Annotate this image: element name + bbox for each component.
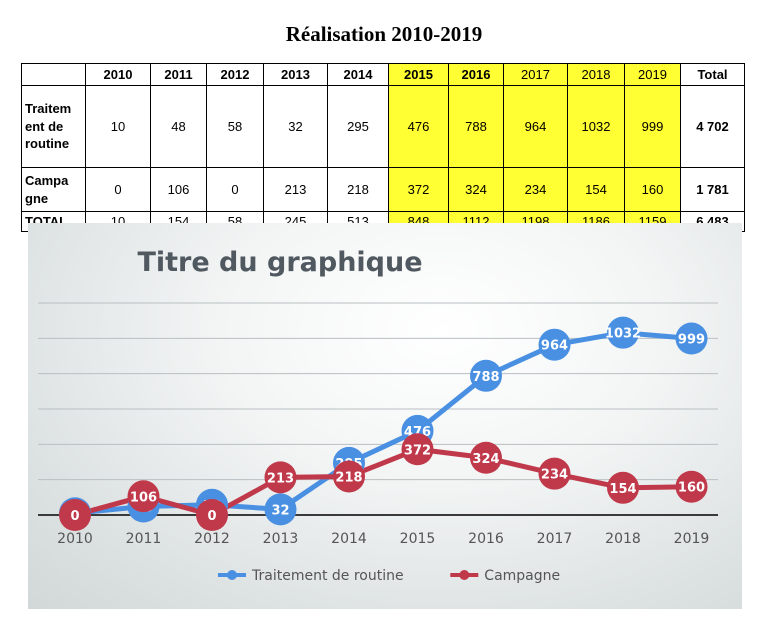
series-lines bbox=[74, 330, 692, 518]
table-row: Traitem ent de routine 10 48 58 32 295 4… bbox=[21, 85, 745, 168]
data-label: 372 bbox=[404, 443, 431, 458]
x-tick-label: 2013 bbox=[263, 531, 299, 547]
data-label: 1032 bbox=[605, 327, 641, 342]
data-label: 0 bbox=[70, 509, 79, 524]
document-title: Réalisation 2010-2019 bbox=[285, 22, 483, 46]
table-cell: 324 bbox=[448, 167, 504, 212]
table-cell: 32 bbox=[263, 85, 328, 168]
data-label: 106 bbox=[130, 490, 157, 505]
legend-label: Campagne bbox=[484, 568, 560, 584]
chart-title: Titre du graphique bbox=[137, 247, 422, 278]
realisation-table: 2010 2011 2012 2013 2014 2015 2016 2017 … bbox=[21, 63, 745, 232]
data-point bbox=[470, 441, 502, 474]
table-cell: 372 bbox=[388, 167, 449, 212]
data-label: 218 bbox=[335, 470, 362, 485]
table-cell: 788 bbox=[448, 85, 504, 168]
table-cell: 999 bbox=[624, 85, 681, 168]
x-tick-label: 2017 bbox=[537, 531, 573, 547]
table-cell: 0 bbox=[85, 167, 151, 212]
data-point bbox=[401, 433, 434, 466]
table-cell: 106 bbox=[150, 167, 207, 212]
table-cell: 10 bbox=[85, 85, 151, 168]
x-tick-label: 2012 bbox=[194, 531, 230, 547]
header-cell: 2014 bbox=[327, 63, 389, 86]
table-cell: 160 bbox=[624, 167, 681, 212]
legend-marker bbox=[227, 570, 237, 580]
table-cell: 58 bbox=[206, 85, 264, 168]
data-point bbox=[264, 493, 297, 526]
series-line bbox=[74, 446, 692, 518]
legend-label: Traitement de routine bbox=[251, 568, 404, 584]
data-label: 999 bbox=[678, 333, 705, 348]
data-label: 213 bbox=[267, 471, 294, 486]
data-point bbox=[470, 359, 502, 392]
header-cell: 2012 bbox=[206, 63, 264, 86]
x-tick-label: 2011 bbox=[126, 531, 162, 547]
series-points: 1048583229547678896410329990106021321837… bbox=[59, 316, 708, 531]
x-tick-label: 2014 bbox=[331, 531, 367, 547]
table-cell: 48 bbox=[150, 85, 207, 168]
table-cell: 234 bbox=[503, 167, 568, 212]
data-label: 324 bbox=[472, 452, 499, 467]
data-point bbox=[607, 471, 639, 504]
data-label: 32 bbox=[271, 503, 289, 518]
x-tick-label: 2010 bbox=[57, 531, 93, 547]
x-tick-label: 2019 bbox=[674, 531, 710, 547]
data-point bbox=[538, 328, 571, 361]
data-label: 788 bbox=[472, 370, 499, 385]
table-cell: 964 bbox=[503, 85, 568, 168]
data-point bbox=[675, 470, 708, 503]
header-cell: 2016 bbox=[448, 63, 504, 86]
header-cell: 2019 bbox=[624, 63, 681, 86]
x-tick-label: 2018 bbox=[605, 531, 641, 547]
legend-marker bbox=[459, 570, 470, 580]
header-cell: 2011 bbox=[150, 63, 207, 86]
table-cell: 1032 bbox=[567, 85, 625, 168]
data-label: 964 bbox=[541, 339, 568, 354]
data-label: 160 bbox=[678, 481, 705, 496]
data-point bbox=[333, 460, 365, 493]
table-header-row: 2010 2011 2012 2013 2014 2015 2016 2017 … bbox=[21, 63, 745, 86]
row-label: Traitem ent de routine bbox=[21, 85, 86, 168]
data-point bbox=[264, 461, 297, 494]
table-cell: 154 bbox=[567, 167, 625, 212]
header-cell: 2015 bbox=[388, 63, 449, 86]
data-point bbox=[607, 316, 639, 349]
legend: Traitement de routine Campagne bbox=[218, 568, 560, 584]
header-cell: 2017 bbox=[503, 63, 568, 86]
data-point bbox=[127, 480, 160, 513]
data-point bbox=[196, 499, 228, 531]
data-label: 0 bbox=[207, 509, 216, 524]
row-label: Campa gne bbox=[21, 167, 86, 212]
series-line bbox=[74, 330, 692, 516]
x-axis: 2010 2011 2012 2013 2014 2015 2016 2017 2018 2019 bbox=[38, 514, 718, 547]
x-tick-label: 2016 bbox=[468, 531, 504, 547]
table-cell: 218 bbox=[327, 167, 389, 212]
table-cell: 295 bbox=[327, 85, 389, 168]
table-cell-total: 4 702 bbox=[680, 85, 745, 168]
data-label: 154 bbox=[609, 482, 636, 497]
header-cell: 2013 bbox=[263, 63, 328, 86]
table-cell-total: 1 781 bbox=[680, 167, 745, 212]
data-point bbox=[538, 457, 571, 490]
table-cell: 476 bbox=[388, 85, 449, 168]
header-cell bbox=[21, 63, 86, 86]
table-cell: 0 bbox=[206, 167, 264, 212]
table-cell: 213 bbox=[263, 167, 328, 212]
header-cell: 2018 bbox=[567, 63, 625, 86]
line-chart: Titre du graphique 2010 2011 2012 2013 2014 2… bbox=[38, 247, 718, 584]
data-point bbox=[675, 322, 708, 355]
data-label: 234 bbox=[541, 468, 568, 483]
data-point bbox=[59, 499, 91, 531]
header-cell: 2010 bbox=[85, 63, 151, 86]
table-row: Campa gne 0 106 0 213 218 372 324 234 15… bbox=[21, 167, 745, 212]
header-cell: Total bbox=[680, 63, 745, 86]
x-tick-label: 2015 bbox=[400, 531, 436, 547]
chart-panel: Titre du graphique 2010 2011 2012 2013 2014 2… bbox=[28, 223, 742, 609]
